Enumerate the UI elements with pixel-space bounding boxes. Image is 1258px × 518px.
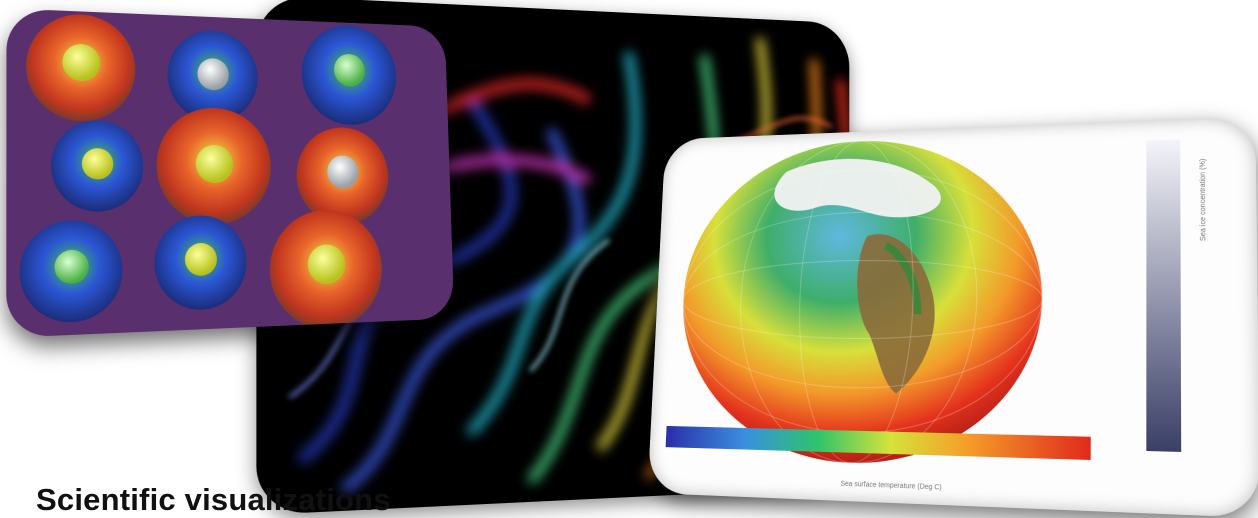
molecule-visualization-panel [6, 8, 454, 337]
molecule-clusters-graphic [6, 8, 454, 337]
vertical-bar-label: Sea ice concentration (%) [1200, 159, 1208, 241]
globe-visualization-panel: Sea surface temperature (Deg C) Sea ice … [647, 116, 1258, 518]
temperature-globe-graphic [647, 116, 1258, 518]
caption-title: Scientific visualizations [36, 484, 391, 515]
molecule-row-2 [51, 105, 390, 229]
globe [676, 134, 1044, 469]
ice-colorbar [1146, 139, 1181, 452]
molecule-row-3 [20, 209, 384, 337]
